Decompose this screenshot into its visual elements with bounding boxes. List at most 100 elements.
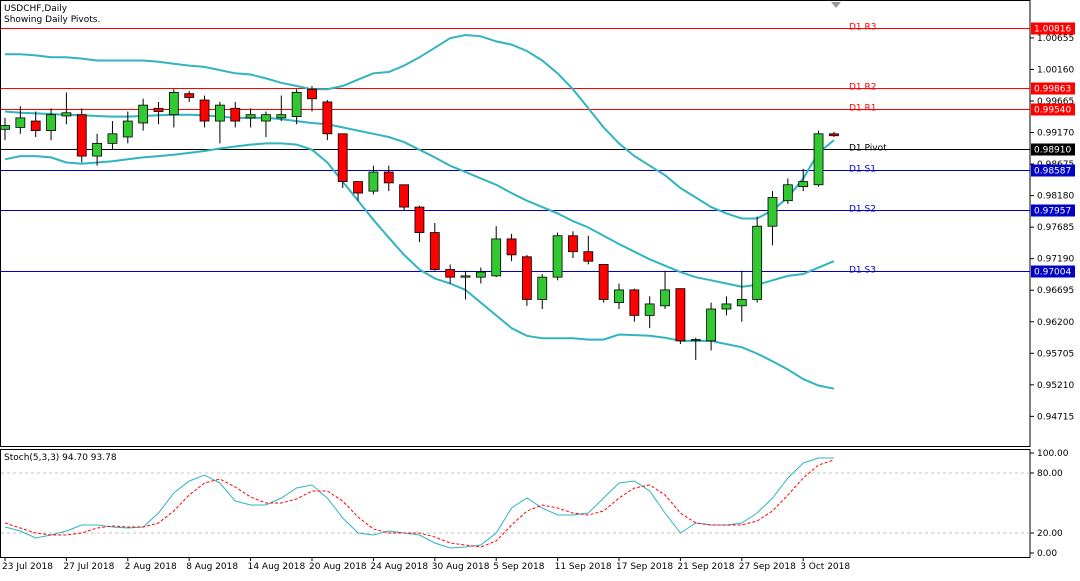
date-tick-label: 27 Jul 2018	[63, 562, 114, 572]
price-tick-label: 0.99665	[1037, 97, 1074, 107]
pivot-price-box	[1031, 143, 1075, 156]
date-tick-label: 27 Sep 2018	[739, 562, 796, 572]
pivot-price-label: 0.97004	[1034, 268, 1071, 278]
candle-body	[368, 171, 379, 192]
candle-body	[537, 276, 548, 300]
candle-body	[752, 225, 763, 300]
price-tick-label: 0.97685	[1037, 223, 1074, 233]
candle-body	[276, 114, 287, 119]
candle-body	[706, 308, 716, 342]
chart-subtitle: Showing Daily Pivots.	[4, 15, 101, 25]
candle-body	[491, 238, 502, 277]
candle-body	[829, 133, 839, 137]
candle-body	[76, 114, 87, 157]
date-tick-label: 30 Aug 2018	[432, 562, 490, 572]
price-tick-label: 0.94715	[1037, 412, 1074, 422]
candle-body	[214, 104, 225, 122]
candle-body	[307, 88, 317, 100]
candle-body	[337, 133, 348, 182]
candle-body	[61, 112, 72, 117]
stochastic-panel-frame	[0, 449, 1031, 558]
candle-body	[153, 107, 164, 112]
candle-body	[184, 93, 195, 98]
candle-body	[767, 197, 778, 227]
pivot-price-box	[1031, 82, 1075, 95]
candle-body	[782, 184, 793, 202]
date-tick-label: 8 Aug 2018	[186, 562, 238, 572]
candle-body	[506, 238, 517, 256]
candle-body	[15, 117, 26, 128]
date-tick-label: 5 Sep 2018	[493, 562, 545, 572]
date-tick-label: 2 Aug 2018	[125, 562, 177, 572]
price-tick-label: 0.97190	[1037, 255, 1074, 265]
pivot-price-label: 1.00816	[1034, 25, 1071, 35]
candle-body	[721, 303, 732, 310]
bollinger-lower-line	[4, 142, 835, 390]
candle-body	[429, 232, 440, 270]
candle-body	[92, 142, 102, 157]
candle-body	[660, 289, 670, 307]
bollinger-upper-line	[5, 33, 835, 220]
candle-body	[798, 181, 809, 188]
date-tick-label: 3 Oct 2018	[800, 562, 850, 572]
date-tick-label: 24 Aug 2018	[370, 562, 428, 572]
pivot-price-box	[1031, 265, 1075, 278]
date-tick-label: 11 Sep 2018	[555, 562, 612, 572]
candle-body	[168, 91, 179, 116]
pivot-price-label: 0.99863	[1034, 85, 1071, 95]
candle-body	[813, 133, 824, 186]
candle-body	[568, 235, 578, 253]
stochastic-label: Stoch(5,3,3) 94.70 93.78	[4, 453, 117, 463]
pivot-price-label: 0.98910	[1034, 146, 1071, 156]
pivot-price-label: 0.99540	[1034, 106, 1071, 116]
candle-body	[353, 181, 363, 194]
candle-body	[675, 288, 686, 342]
pivot-label: D1 S1	[849, 165, 876, 175]
pivot-price-box	[1031, 204, 1075, 217]
main-panel-frame	[0, 0, 1031, 447]
candle-body	[261, 114, 271, 122]
price-tick-label: 0.95705	[1037, 349, 1074, 359]
pivot-label: D1 R2	[849, 83, 877, 93]
stochastic-signal-line	[4, 459, 835, 548]
candle-body	[399, 184, 410, 208]
candle-body	[0, 125, 10, 130]
price-tick-label: 0.98180	[1037, 192, 1074, 202]
candle-body	[445, 269, 456, 278]
candle-body	[552, 235, 563, 278]
candle-body	[383, 171, 394, 184]
candle-body	[291, 91, 302, 117]
date-tick-label: 21 Sep 2018	[677, 562, 734, 572]
candle-body	[644, 303, 655, 316]
pivot-label: D1 S2	[849, 205, 876, 215]
price-tick-label: 0.96200	[1037, 318, 1074, 328]
pivot-label: D1 R3	[849, 23, 877, 33]
candle-body	[460, 275, 471, 278]
candle-body	[46, 114, 56, 132]
candle-body	[199, 99, 210, 122]
candle-body	[522, 256, 532, 300]
candle-body	[629, 289, 640, 316]
date-tick-label: 23 Jul 2018	[2, 562, 53, 572]
date-tick-label: 17 Sep 2018	[616, 562, 673, 572]
candle-body	[475, 271, 486, 278]
candle-body	[614, 289, 624, 304]
price-tick-label: 0.95210	[1037, 381, 1074, 391]
date-tick-label: 14 Aug 2018	[248, 562, 306, 572]
chart-shift-marker	[831, 2, 841, 8]
pivot-price-label: 0.97957	[1034, 207, 1071, 217]
candle-body	[322, 101, 333, 135]
price-tick-label: 1.00655	[1037, 34, 1074, 44]
date-tick-label: 20 Aug 2018	[309, 562, 367, 572]
candle-body	[414, 206, 425, 233]
chart-title: USDCHF,Daily	[4, 4, 68, 14]
candle-body	[583, 251, 594, 262]
pivot-label: D1 S3	[849, 266, 876, 276]
price-tick-label: 1.00160	[1037, 65, 1074, 75]
price-tick-label: 0.99170	[1037, 129, 1074, 139]
candle-body	[690, 339, 701, 341]
pivot-price-box	[1031, 22, 1075, 35]
stochastic-tick-label: 0.00	[1037, 549, 1057, 559]
candle-body	[138, 104, 149, 124]
